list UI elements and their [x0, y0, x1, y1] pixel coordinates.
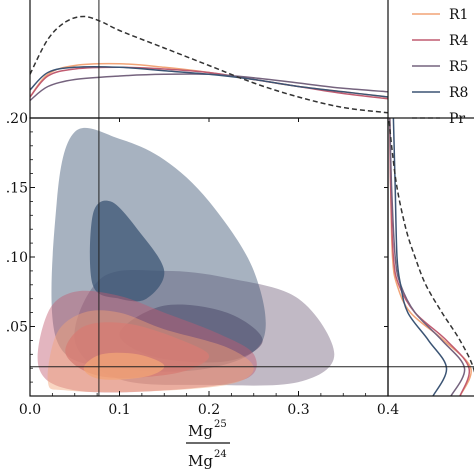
x-tick-label: 0.4	[377, 402, 399, 418]
contour-inner-r1	[83, 352, 165, 380]
axis-ticks: 0.0 0.1 0.2 0.3 0.4 .05 .10 .15 .20	[6, 111, 399, 418]
y-marginal-pr	[388, 118, 474, 374]
y-tick-label: .15	[6, 181, 28, 197]
y-marginal-panel	[388, 118, 474, 396]
contour-inner-r8	[89, 200, 165, 302]
x-axis-label: Mg 25 Mg 24	[186, 419, 230, 470]
legend-label-r1: R1	[449, 7, 468, 23]
x-label-numerator-sup: 25	[214, 419, 227, 430]
y-marginal-r4	[389, 118, 471, 396]
y-tick-label: .10	[6, 250, 28, 266]
x-label-denominator-sup: 24	[214, 449, 227, 460]
legend-label-r5: R5	[449, 59, 468, 75]
x-marginal-pr	[30, 15, 388, 114]
legend-label-r8: R8	[449, 85, 468, 101]
y-tick-label: .05	[6, 320, 28, 336]
x-tick-label: 0.3	[287, 402, 309, 418]
x-tick-label: 0.0	[19, 402, 41, 418]
x-marginal-r8	[30, 65, 388, 98]
y-marginal-r8	[392, 118, 448, 396]
x-label-numerator: Mg	[188, 422, 213, 440]
top-panel-frame	[29, 0, 389, 119]
legend-label-r4: R4	[449, 33, 469, 49]
x-tick-label: 0.2	[198, 402, 220, 418]
y-marginal-r1	[389, 118, 472, 396]
x-label-denominator: Mg	[188, 452, 213, 470]
x-marginal-r4	[30, 66, 388, 100]
legend-label-pr: Pr	[449, 111, 465, 127]
y-tick-label: .20	[6, 111, 28, 127]
x-tick-label: 0.1	[108, 402, 130, 418]
x-marginal-r5	[30, 73, 388, 102]
x-marginal-panel	[30, 15, 388, 114]
y-marginal-r5	[389, 118, 466, 396]
contour-outer-r8	[51, 127, 266, 372]
joint-contours	[37, 127, 335, 393]
legend: R1 R4 R5 R8 Pr	[412, 7, 469, 127]
